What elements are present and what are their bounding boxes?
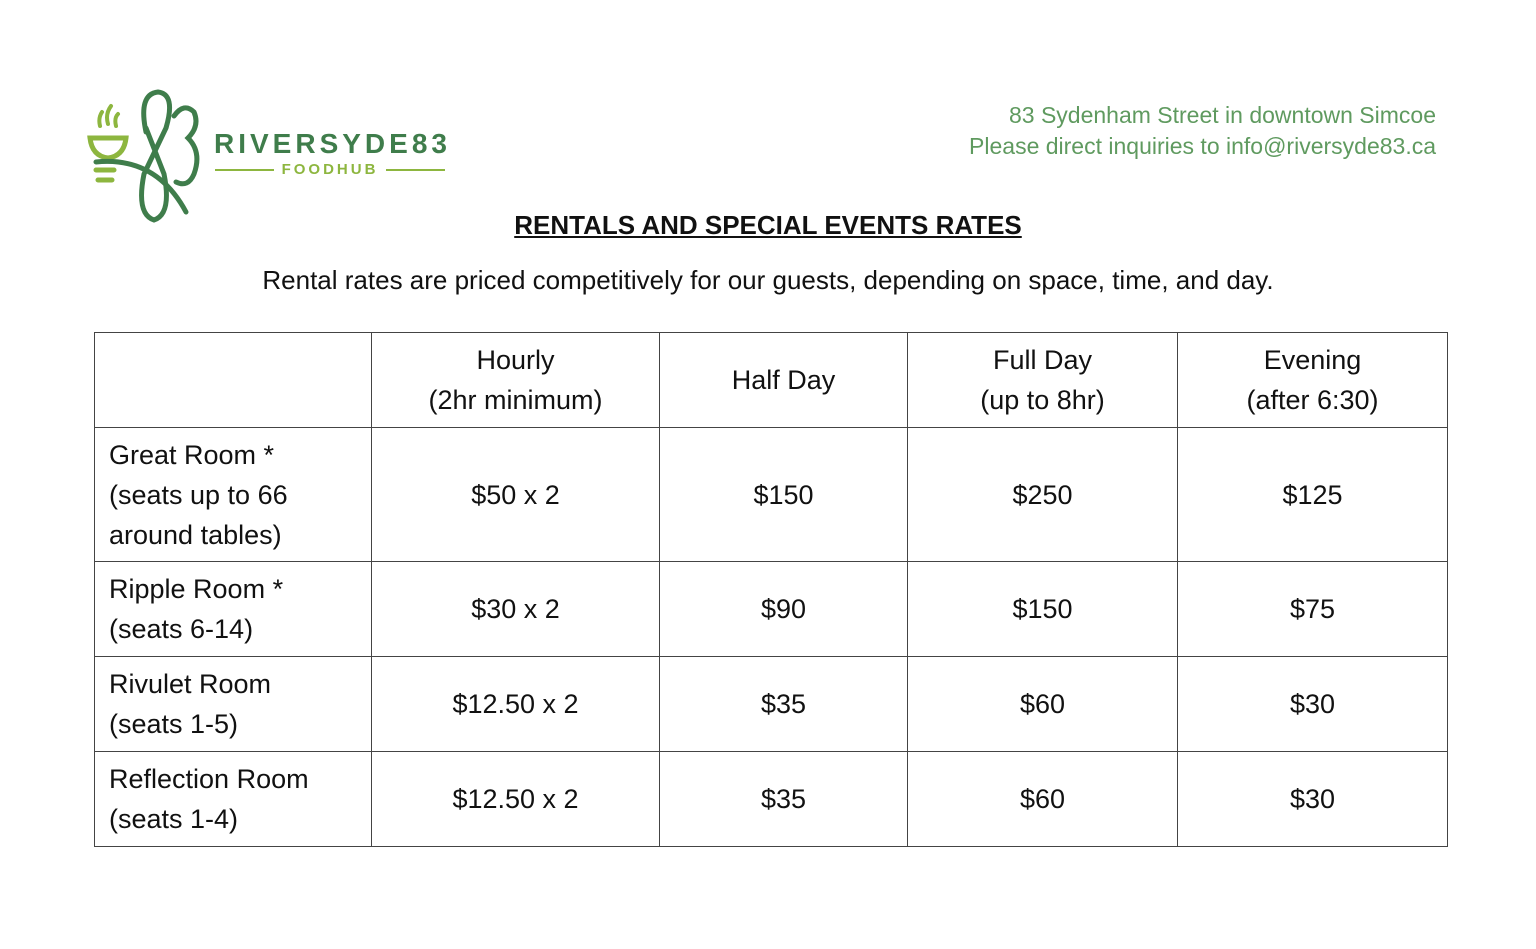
evening-rate: $75 xyxy=(1177,561,1448,657)
page-title: RENTALS AND SPECIAL EVENTS RATES xyxy=(514,210,1022,240)
inquiries-line: Please direct inquiries to info@riversyd… xyxy=(969,133,1436,159)
header-empty xyxy=(94,332,372,428)
half-day-rate: $150 xyxy=(659,427,908,562)
room-name: Reflection Room (seats 1-4) xyxy=(94,751,372,847)
brand-name: RIVERSYDE83 xyxy=(214,128,451,159)
evening-rate: $30 xyxy=(1177,751,1448,847)
table-row: Rivulet Room (seats 1-5) $12.50 x 2 $35 $… xyxy=(94,656,1448,752)
room-name: Great Room * (seats up to 66 around tables… xyxy=(94,427,372,562)
intro-text: Rental rates are priced competitively fo… xyxy=(262,265,1274,295)
hourly-rate: $12.50 x 2 xyxy=(371,751,660,847)
table-row: Great Room * (seats up to 66 around tables… xyxy=(94,427,1448,562)
address-block: 83 Sydenham Street in downtown Simcoe Pl… xyxy=(969,100,1436,162)
tagline-text: FOODHUB xyxy=(281,161,379,178)
full-day-rate: $60 xyxy=(907,751,1178,847)
full-day-rate: $60 xyxy=(907,656,1178,752)
hourly-rate: $50 x 2 xyxy=(371,427,660,562)
header-evening: Evening (after 6:30) xyxy=(1177,332,1448,428)
table-row: Reflection Room (seats 1-4) $12.50 x 2 $3… xyxy=(94,751,1448,847)
hourly-rate: $30 x 2 xyxy=(371,561,660,657)
table-row: Ripple Room * (seats 6-14) $30 x 2 $90 $1… xyxy=(94,561,1448,657)
brand-tagline: FOODHUB xyxy=(215,161,446,178)
evening-rate: $125 xyxy=(1177,427,1448,562)
room-name: Ripple Room * (seats 6-14) xyxy=(94,561,372,657)
header-full-day: Full Day (up to 8hr) xyxy=(907,332,1178,428)
half-day-rate: $35 xyxy=(659,656,908,752)
table-header-row: Hourly (2hr minimum) Half Day Full Day (up… xyxy=(94,332,1448,428)
address-line: 83 Sydenham Street in downtown Simcoe xyxy=(1008,102,1436,128)
riversyde83-logo-icon xyxy=(87,89,200,223)
evening-rate: $30 xyxy=(1177,656,1448,752)
half-day-rate: $90 xyxy=(659,561,908,657)
header-half-day: Half Day xyxy=(659,332,908,428)
half-day-rate: $35 xyxy=(659,751,908,847)
hourly-rate: $12.50 x 2 xyxy=(371,656,660,752)
full-day-rate: $250 xyxy=(907,427,1178,562)
rates-table: Hourly (2hr minimum) Half Day Full Day (up… xyxy=(94,332,1448,847)
header-hourly: Hourly (2hr minimum) xyxy=(371,332,660,428)
room-name: Rivulet Room (seats 1-5) xyxy=(94,656,372,752)
full-day-rate: $150 xyxy=(907,561,1178,657)
